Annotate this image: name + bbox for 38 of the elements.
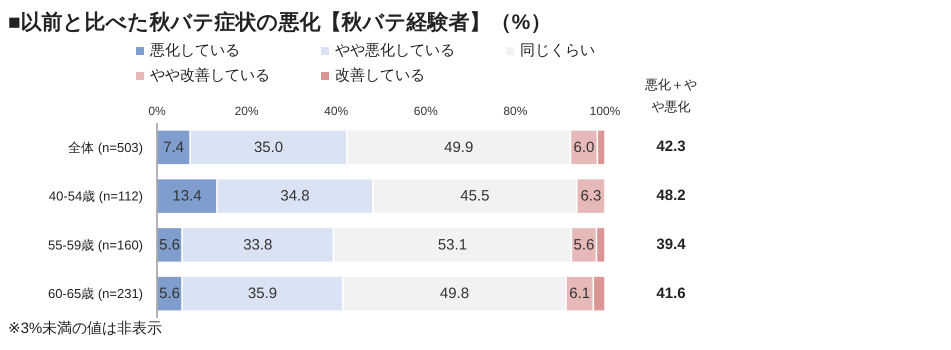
data-label: 5.6 [574, 236, 594, 254]
y-tick-label: 全体 (n=503) [68, 140, 143, 155]
data-label: 34.8 [280, 188, 310, 205]
data-label: 35.9 [248, 285, 278, 302]
text: 41.6 [655, 284, 687, 304]
data-label: 7.4 [163, 138, 184, 156]
x-tick-label: 0% [148, 104, 166, 118]
text: 39.4 [655, 234, 687, 255]
data-label: 5.6 [159, 285, 180, 302]
data-label: 53.1 [438, 236, 468, 254]
legend-label: 同じくらい [520, 41, 595, 60]
data-label: 13.4 [172, 188, 202, 205]
legend-label: やや悪化している [335, 41, 455, 60]
data-label: 6.3 [580, 188, 602, 205]
x-tick-label: 40% [324, 104, 349, 118]
x-tick-label: 20% [234, 104, 259, 118]
legend-label: 悪化している [150, 41, 240, 60]
text: 42.3 [655, 137, 687, 158]
legend-label: 改善している [335, 66, 425, 85]
y-tick-label: 60-65歳 (n=231) [48, 286, 143, 302]
data-label: 35.0 [254, 138, 284, 156]
legend-label: やや改善している [150, 66, 270, 85]
y-tick-label: 40-54歳 (n=112) [48, 188, 143, 204]
x-tick-label: 60% [414, 104, 438, 118]
y-tick-label: 55-59歳 (n=160) [48, 237, 143, 252]
text: 悪化＋やや悪化 [644, 76, 698, 116]
data-label: 5.6 [159, 236, 180, 254]
data-label: 49.9 [444, 138, 474, 156]
data-label: 45.5 [460, 188, 490, 205]
data-label: 33.8 [243, 236, 272, 254]
data-label: 6.1 [569, 285, 590, 302]
x-tick-label: 100% [590, 104, 621, 118]
data-label: 49.8 [440, 285, 470, 302]
text: 48.2 [655, 186, 687, 206]
chart-title: ■以前と比べた秋バテ症状の悪化【秋バテ経験者】（%） [8, 10, 552, 36]
x-tick-label: 80% [503, 104, 528, 118]
text: ※3%未満の値は非表示 [8, 319, 162, 338]
data-label: 6.0 [574, 138, 594, 156]
